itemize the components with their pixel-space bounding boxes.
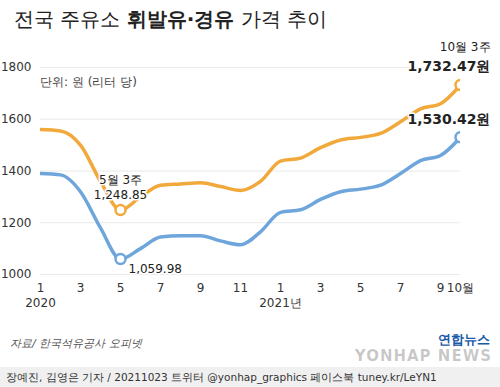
- html-text:전국 주유소휘발유·경유가격 추이: 전국 주유소휘발유·경유가격 추이: [14, 7, 327, 31]
- svg-text:9: 9: [437, 281, 445, 295]
- svg-text:5: 5: [117, 281, 125, 295]
- html-text:단위: 원 (리터 당): 단위: 원 (리터 당): [40, 75, 137, 89]
- svg-text:10월: 10월: [447, 281, 474, 295]
- html-text:YONHAP NEWS: YONHAP NEWS: [354, 347, 492, 365]
- svg-text:1,530.42원: 1,530.42원: [407, 111, 490, 127]
- svg-text:9: 9: [197, 281, 205, 295]
- svg-text:1: 1: [277, 281, 285, 295]
- svg-text:경유: 경유: [288, 228, 314, 243]
- html-text:자료/ 한국석유공사 오피넷: 자료/ 한국석유공사 오피넷: [10, 337, 142, 350]
- svg-text:2020: 2020: [25, 296, 56, 310]
- svg-text:1,248.85: 1,248.85: [94, 188, 147, 202]
- svg-text:3: 3: [317, 281, 325, 295]
- svg-text:1,732.47원: 1,732.47원: [407, 58, 490, 74]
- html-text:장예진, 김영은 기자 / 20211023 트위터 @yo: 장예진, 김영은 기자 / 20211023 트위터 @yonhap_graph…: [6, 371, 437, 383]
- svg-text:1800: 1800: [1, 60, 32, 74]
- html-text:연합뉴스: 연합뉴스: [438, 332, 490, 347]
- svg-text:1: 1: [37, 281, 45, 295]
- svg-text:1,059.98: 1,059.98: [129, 262, 182, 276]
- svg-text:2021년: 2021년: [259, 296, 302, 310]
- svg-text:7: 7: [397, 281, 405, 295]
- svg-text:3: 3: [77, 281, 85, 295]
- svg-text:1400: 1400: [1, 164, 32, 178]
- svg-text:1200: 1200: [1, 216, 32, 230]
- svg-text:5: 5: [357, 281, 365, 295]
- svg-text:1000: 1000: [1, 267, 32, 281]
- svg-text:11: 11: [233, 281, 248, 295]
- svg-text:1600: 1600: [1, 112, 32, 126]
- svg-text:휘발유: 휘발유: [281, 126, 320, 141]
- svg-text:7: 7: [157, 281, 165, 295]
- svg-text:10월 3주: 10월 3주: [440, 40, 491, 54]
- svg-text:5월 3주: 5월 3주: [99, 173, 142, 187]
